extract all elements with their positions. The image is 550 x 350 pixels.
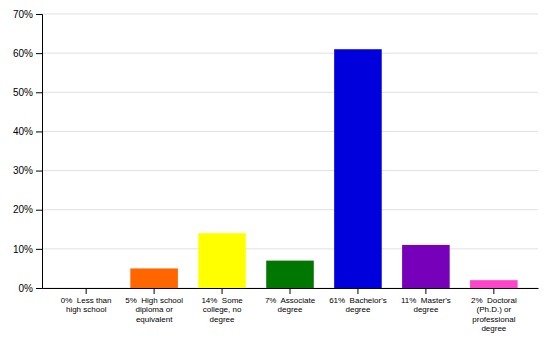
tick: 70% [13,9,42,20]
tick: 14% Somecollege, nodegree [201,288,243,324]
tick: 10% [13,244,42,255]
tick-label-line: 7% Associate [265,296,316,305]
grid-line [42,170,538,171]
grid-line [42,53,538,54]
grid-line [42,209,538,210]
bar [266,261,314,288]
tick-mark [36,14,42,15]
tick-label: 50% [13,87,33,98]
tick: 5% High schooldiploma orequivalent [125,288,183,324]
tick-label-line: professional [472,315,515,324]
tick: 61% Bachelor'sdegree [329,288,387,314]
tick: 0% Less thanhigh school [61,288,112,314]
tick-mark [154,288,155,294]
tick: 0% [19,283,42,294]
tick-mark [357,288,358,294]
bars [130,49,517,288]
tick-label-line: high school [66,305,107,314]
tick-label: 30% [13,165,33,176]
tick-mark [86,288,87,294]
tick-mark [36,171,42,172]
tick-mark [222,288,223,294]
grid [42,14,538,288]
tick-label-line: 14% Some [201,296,243,305]
bar [402,245,450,288]
tick: 2% Doctoral(Ph.D.) orprofessionaldegree [471,288,517,333]
tick-mark [36,131,42,132]
y-axis: 0% 10% 20% 30% 40% 50% 60% 70% [13,9,43,294]
tick-label: 0% [19,283,34,294]
tick-mark [36,249,42,250]
tick: 20% [13,204,42,215]
tick-label: 11% Master'sdegree [401,296,451,315]
tick-mark [36,288,42,289]
tick-label-line: diploma or [135,305,173,314]
tick: 50% [13,87,42,98]
bar [62,288,110,289]
tick-mark [493,288,494,294]
grid-line [42,14,538,15]
tick-label-line: degree [210,315,235,324]
tick-label: 7% Associatedegree [265,296,316,315]
tick: 7% Associatedegree [265,288,316,314]
tick-label: 10% [13,244,33,255]
grid-line [42,248,538,249]
tick: 30% [13,165,42,176]
bar [334,49,382,288]
tick-label: 5% High schooldiploma orequivalent [125,296,183,324]
tick-label: 61% Bachelor'sdegree [329,296,387,315]
tick-label: 2% Doctoral(Ph.D.) orprofessionaldegree [471,296,517,334]
tick-mark [36,53,42,54]
tick-label-line: degree [481,324,506,333]
tick-mark [36,92,42,93]
tick-label: 0% Less thanhigh school [61,296,112,315]
tick-mark [290,288,291,294]
tick-label-line: college, no [203,305,242,314]
tick-label: 20% [13,204,33,215]
tick-label-line: equivalent [136,315,173,324]
grid-line [42,131,538,132]
chart: 0% 10% 20% 30% 40% 50% 60% 70% 0% Less thanhigh … [0,0,550,350]
grid-line [42,92,538,93]
bar [198,233,246,288]
tick-mark [36,210,42,211]
x-axis: 0% Less thanhigh school 5% High schooldip… [43,288,539,333]
tick-label-line: (Ph.D.) or [476,305,511,314]
plot: 0% 10% 20% 30% 40% 50% 60% 70% 0% Less thanhigh … [13,9,539,334]
tick-label: 14% Somecollege, nodegree [201,296,243,324]
tick-label: 70% [13,9,33,20]
tick-label: 60% [13,48,33,59]
tick: 60% [13,48,42,59]
axis-line [36,15,43,289]
tick: 11% Master'sdegree [401,288,451,314]
tick-label: 40% [13,126,33,137]
tick-label-line: degree [413,305,438,314]
tick-label-line: 11% Master's [401,296,451,305]
tick-label-line: degree [345,305,370,314]
bar [470,280,518,288]
tick-label-line: 5% High school [125,296,183,305]
bar [130,268,178,288]
tick-mark [425,288,426,294]
tick-label-line: 2% Doctoral [471,296,517,305]
tick-label-line: degree [278,305,303,314]
tick-label-line: 61% Bachelor's [329,296,387,305]
tick: 40% [13,126,42,137]
tick-label-line: 0% Less than [61,296,112,305]
